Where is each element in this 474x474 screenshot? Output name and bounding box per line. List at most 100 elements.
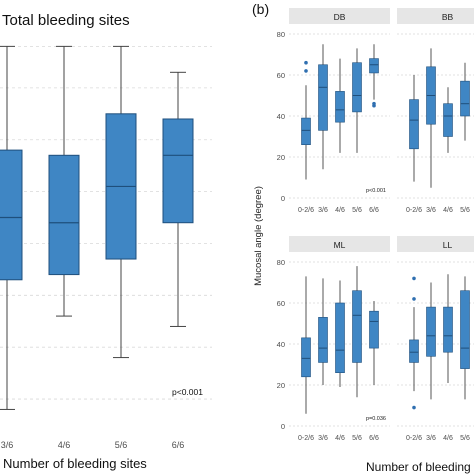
box-iqr [301, 337, 311, 378]
box-4 [352, 266, 362, 398]
box-iqr [335, 302, 345, 373]
x-tick-label: 5/6 [460, 207, 470, 214]
box-5 [369, 44, 379, 108]
outlier-point [304, 60, 308, 65]
x-tick-label: 5/6 [352, 207, 362, 214]
outlier-point [412, 297, 416, 301]
outlier-point [304, 69, 308, 73]
x-tick-label: 3/6 [426, 207, 436, 214]
x-tick-label: 4/6 [335, 207, 345, 214]
box-iqr [352, 62, 362, 113]
y-tick-label: 80 [277, 258, 285, 267]
box-iqr [335, 91, 345, 123]
box-iqr [318, 64, 328, 131]
box-1 [409, 75, 419, 182]
x-tick-label: 5/6 [115, 440, 128, 450]
panel-a-plot: 3/6 4/6 5/6 6/6 [0, 45, 212, 450]
y-tick-label: 40 [277, 340, 285, 349]
box-iqr [48, 154, 80, 276]
x-tick-label: 4/6 [443, 207, 453, 214]
y-tick-label: 20 [277, 153, 285, 162]
p-value-annotation: p<0.001 [366, 188, 386, 194]
facet-db: DB 0 20 40 60 80 0-2/6 3/6 4/6 5/6 6/6 p<0.001 [277, 8, 390, 214]
x-tick-label: 4/6 [443, 435, 453, 442]
x-tick-label: 0-2/6 [298, 435, 314, 442]
y-tick-label: 40 [277, 112, 285, 121]
box-iqr [443, 306, 453, 353]
box-3 [335, 280, 345, 388]
facet-title: ML [334, 240, 346, 250]
box-1 [301, 276, 311, 414]
outlier-point [412, 405, 416, 410]
box-iqr [369, 310, 379, 349]
box-4 [162, 71, 194, 327]
box-iqr [409, 99, 419, 150]
box-iqr [318, 317, 328, 363]
x-tick-label: 4/6 [335, 435, 345, 442]
box-iqr [352, 290, 362, 363]
outlier-point [372, 101, 376, 106]
box-2 [318, 278, 328, 385]
box-4 [460, 276, 470, 400]
box-iqr [409, 339, 419, 363]
box-1 [409, 276, 419, 410]
x-tick-label: 3/6 [318, 435, 328, 442]
x-tick-label: 5/6 [460, 435, 470, 442]
x-tick-label: 3/6 [1, 440, 14, 450]
facet-x-axis-label: Number of bleeding sites [366, 460, 474, 474]
box-3 [443, 274, 453, 383]
p-value-annotation: p<0.001 [172, 387, 203, 397]
facet-ll: LL0-2/63/64/65/66/6p<0.0 [397, 236, 474, 442]
facet-bb: BB0-2/63/64/65/66/6 [397, 8, 474, 214]
box-iqr [426, 306, 436, 357]
facet-strip [289, 236, 390, 252]
x-tick-label: 6/6 [369, 207, 379, 214]
box-iqr [162, 118, 194, 224]
x-tick-label: 3/6 [426, 435, 436, 442]
facet-y-axis-label: Mucosal angle (degree) [253, 186, 264, 286]
box-2 [426, 48, 436, 188]
box-1 [301, 60, 311, 180]
x-tick-label: 6/6 [172, 440, 185, 450]
x-axis-label: Number of bleeding sites [3, 456, 147, 471]
box-1 [0, 45, 23, 410]
box-3 [105, 45, 137, 359]
y-tick-label: 20 [277, 381, 285, 390]
box-5 [369, 300, 379, 385]
box-4 [352, 48, 362, 153]
panel-b-label: (b) [252, 1, 269, 17]
y-tick-label: 0 [281, 422, 285, 431]
box-3 [443, 87, 453, 153]
x-tick-label: 5/6 [352, 435, 362, 442]
p-value-annotation: p=0.036 [366, 416, 386, 422]
box-iqr [460, 80, 470, 117]
x-tick-label: 0-2/6 [406, 435, 422, 442]
outlier-point [412, 276, 416, 281]
facet-strip [289, 8, 390, 24]
facet-title: LL [443, 240, 453, 250]
box-iqr [443, 103, 453, 137]
box-iqr [369, 58, 379, 74]
facet-title: BB [442, 12, 454, 22]
panel-b-facets: DB 0 20 40 60 80 0-2/6 3/6 4/6 5/6 6/6 p<0.001 BB 0-2… [277, 8, 474, 442]
chart-title: Total bleeding sites [2, 12, 130, 29]
box-2 [318, 44, 328, 170]
y-tick-label: 60 [277, 299, 285, 308]
box-2 [48, 45, 80, 317]
y-tick-label: 0 [281, 194, 285, 203]
x-tick-label: 0-2/6 [298, 207, 314, 214]
facet-ml: ML 0 20 40 60 80 0-2/6 3/6 4/6 5/6 6/6 p=0.036 [277, 236, 390, 442]
x-tick-label: 4/6 [58, 440, 71, 450]
facet-strip [397, 8, 474, 24]
facet-strip [397, 236, 474, 252]
box-iqr [301, 117, 311, 146]
facet-title: DB [334, 12, 346, 22]
box-2 [426, 282, 436, 400]
box-iqr [0, 149, 23, 281]
box-3 [335, 58, 345, 153]
x-tick-label: 6/6 [369, 435, 379, 442]
y-tick-label: 60 [277, 71, 285, 80]
x-tick-label: 0-2/6 [406, 207, 422, 214]
box-4 [460, 62, 470, 141]
